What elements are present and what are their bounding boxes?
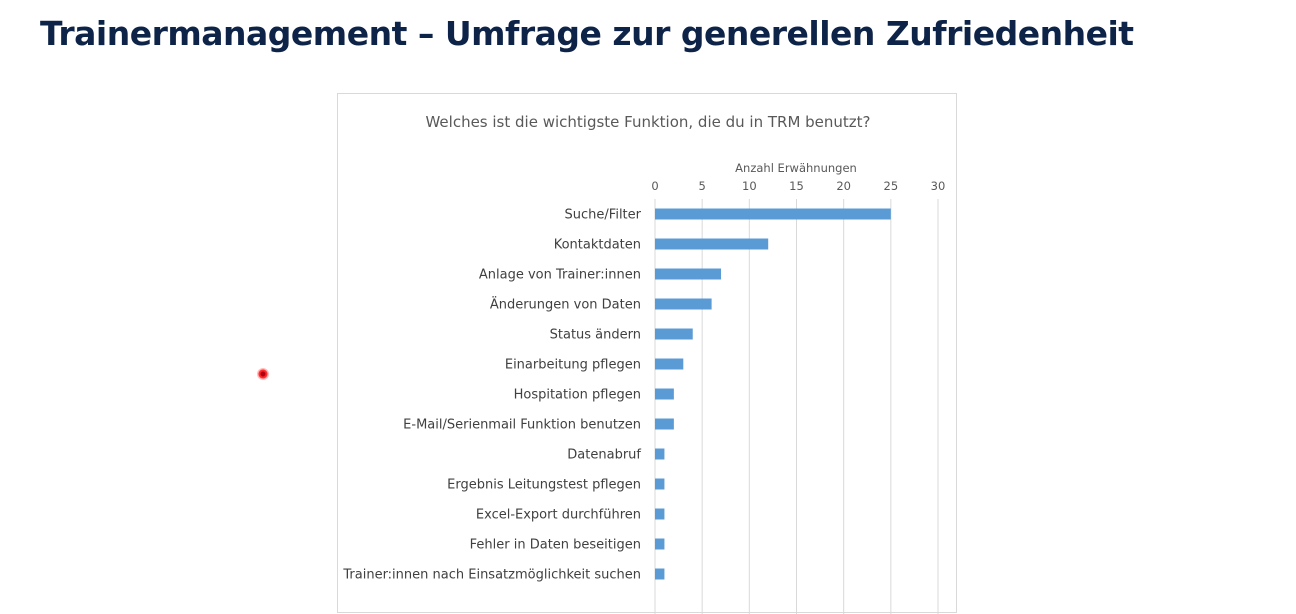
x-tick-label: 20 [836, 179, 851, 193]
x-tick-label: 5 [699, 179, 706, 193]
category-label: Datenabruf [567, 448, 641, 463]
slide-title: Trainermanagement – Umfrage zur generell… [40, 14, 1134, 53]
category-label: E-Mail/Serienmail Funktion benutzen [403, 418, 641, 433]
bar [655, 478, 665, 490]
x-tick-label: 30 [931, 179, 946, 193]
bar [655, 328, 693, 340]
gridlines [654, 199, 939, 614]
bar [655, 568, 665, 580]
x-tick-label: 15 [789, 179, 804, 193]
x-axis-ticks: 0 5 10 15 20 25 30 [651, 179, 945, 193]
x-axis-label: Anzahl Erwähnungen [735, 161, 857, 175]
bar [655, 538, 665, 550]
category-label: Hospitation pflegen [514, 388, 641, 403]
bar-chart: Welches ist die wichtigste Funktion, die… [342, 113, 945, 614]
bar [655, 268, 722, 280]
category-label: Status ändern [550, 328, 641, 343]
x-tick-label: 0 [651, 179, 658, 193]
bars [655, 208, 891, 580]
bar [655, 388, 674, 400]
bar [655, 298, 712, 310]
category-label: Kontaktdaten [554, 238, 641, 253]
category-labels: Suche/Filter Kontaktdaten Anlage von Train… [342, 208, 641, 583]
bar [655, 238, 769, 250]
x-tick-label: 25 [884, 179, 899, 193]
bar [655, 448, 665, 460]
category-label: Fehler in Daten beseitigen [470, 538, 641, 553]
category-label: Änderungen von Daten [490, 297, 641, 313]
category-label: Excel-Export durchführen [476, 508, 641, 523]
bar [655, 418, 674, 430]
category-label: Trainer:innen nach Einsatzmöglichkeit su… [342, 568, 641, 583]
category-label: Einarbeitung pflegen [505, 358, 641, 373]
category-label: Ergebnis Leitungstest pflegen [447, 478, 641, 493]
chart-area: Welches ist die wichtigste Funktion, die… [337, 93, 957, 614]
laser-pointer-dot [257, 368, 269, 380]
chart-title: Welches ist die wichtigste Funktion, die… [425, 113, 870, 131]
bar [655, 208, 891, 220]
bar [655, 508, 665, 520]
bar [655, 358, 684, 370]
x-tick-label: 10 [742, 179, 757, 193]
category-label: Anlage von Trainer:innen [479, 268, 641, 283]
category-label: Suche/Filter [565, 208, 642, 223]
